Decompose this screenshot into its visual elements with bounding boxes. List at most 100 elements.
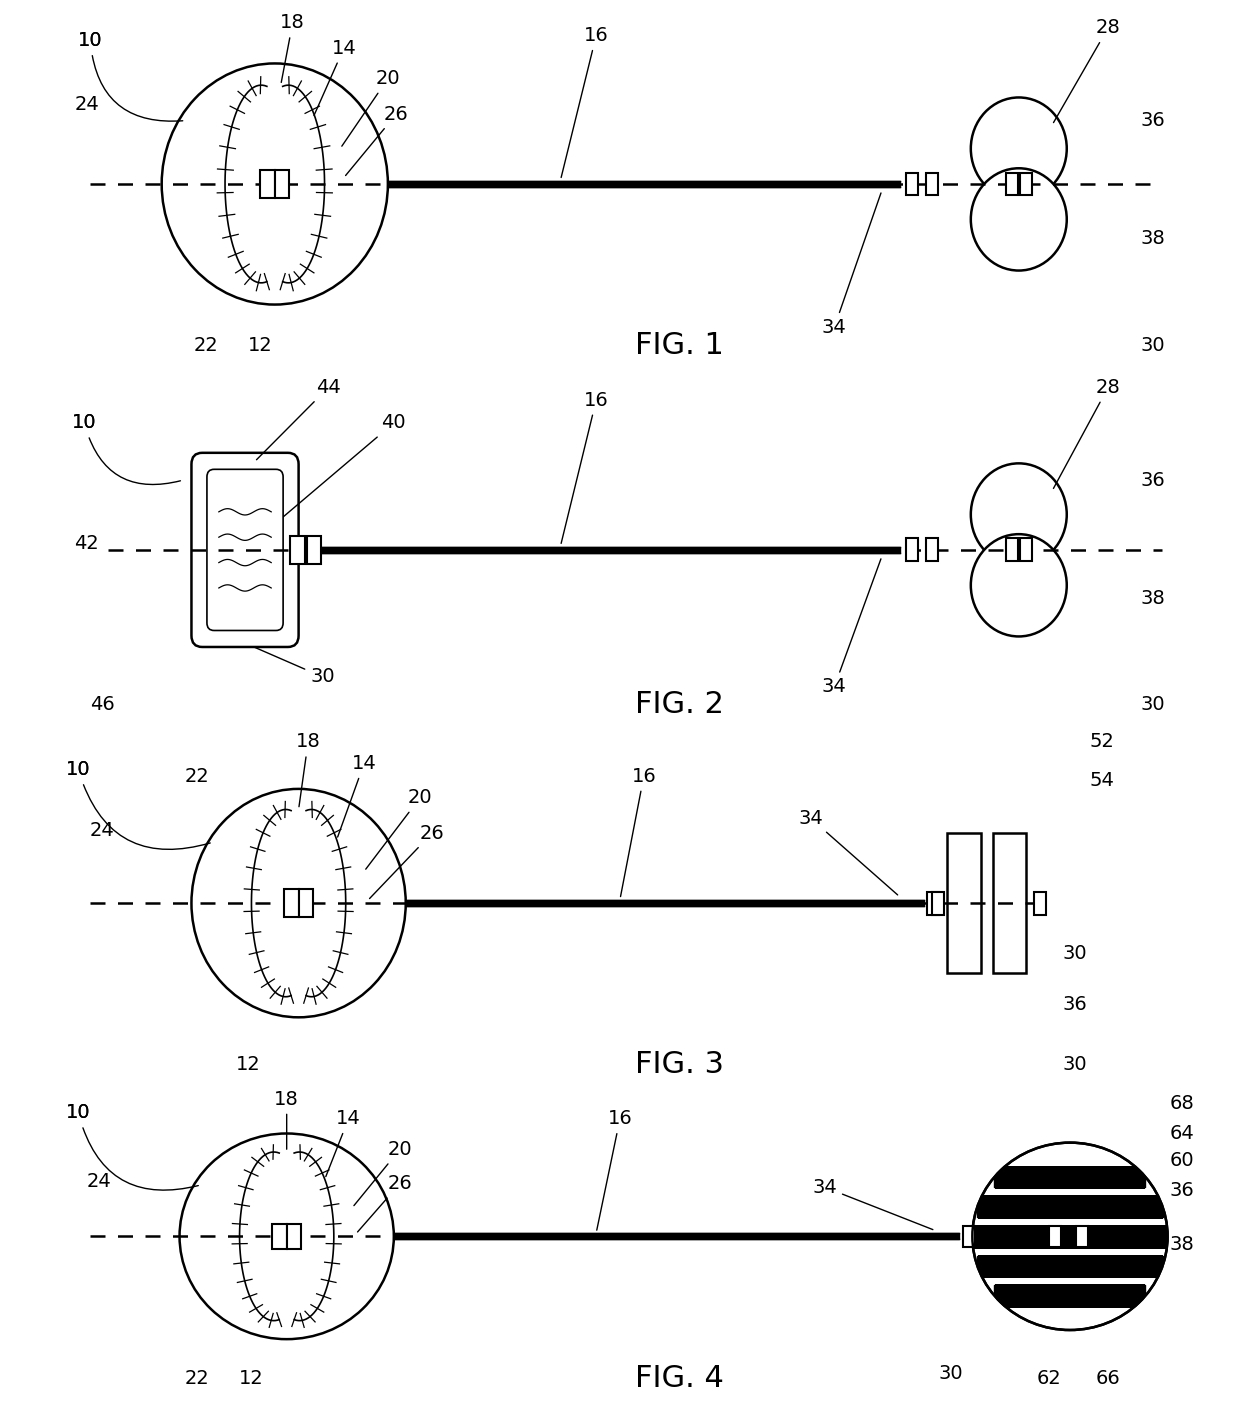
Bar (260, 171, 275, 197)
Circle shape (971, 464, 1066, 565)
Text: 42: 42 (74, 534, 99, 553)
Text: 10: 10 (72, 413, 181, 485)
Text: 14: 14 (337, 754, 377, 838)
Text: 36: 36 (1169, 1182, 1194, 1200)
Bar (926, 172, 937, 196)
Bar (1034, 891, 1047, 915)
Bar (1006, 172, 1018, 196)
Text: 30: 30 (253, 647, 335, 687)
Text: 10: 10 (66, 760, 91, 780)
Text: 34: 34 (799, 808, 898, 895)
Text: 10: 10 (66, 760, 211, 849)
Text: 18: 18 (280, 13, 305, 82)
Text: 20: 20 (353, 1141, 412, 1206)
Text: 10: 10 (72, 413, 97, 433)
Text: 12: 12 (237, 1055, 260, 1074)
Bar (1021, 172, 1032, 196)
Text: 60: 60 (1169, 1152, 1194, 1170)
Bar (308, 536, 321, 564)
Bar (275, 171, 289, 197)
Bar (992, 833, 1025, 973)
Circle shape (180, 1134, 394, 1340)
Bar (273, 1224, 286, 1249)
Bar (947, 833, 981, 973)
Bar (299, 890, 312, 917)
Text: 44: 44 (257, 378, 341, 460)
Text: 30: 30 (1063, 945, 1087, 963)
Text: 52: 52 (1090, 732, 1115, 752)
Text: 10: 10 (66, 1104, 198, 1190)
Text: 64: 64 (1169, 1124, 1194, 1144)
Text: 22: 22 (185, 767, 210, 785)
Text: 34: 34 (812, 1177, 932, 1230)
Text: 14: 14 (314, 38, 356, 116)
Text: 30: 30 (1141, 336, 1166, 355)
Bar (1021, 539, 1032, 561)
Text: 14: 14 (326, 1110, 361, 1176)
Text: 16: 16 (562, 391, 609, 543)
Bar (284, 890, 299, 917)
Text: FIG. 2: FIG. 2 (635, 691, 724, 719)
Text: FIG. 4: FIG. 4 (635, 1363, 724, 1393)
Text: 30: 30 (939, 1363, 963, 1383)
Circle shape (161, 63, 388, 305)
Circle shape (191, 788, 405, 1018)
Text: 20: 20 (342, 69, 401, 147)
Circle shape (971, 97, 1066, 200)
Text: 28: 28 (1054, 18, 1121, 123)
Bar (1006, 539, 1018, 561)
Text: 12: 12 (238, 1369, 263, 1387)
Text: 24: 24 (87, 1172, 110, 1191)
Text: 30: 30 (1063, 1055, 1087, 1074)
FancyBboxPatch shape (191, 453, 299, 647)
Bar (905, 172, 918, 196)
Text: 38: 38 (1141, 228, 1166, 248)
Text: FIG. 3: FIG. 3 (635, 1050, 724, 1079)
Text: 18: 18 (296, 732, 320, 807)
Text: 68: 68 (1169, 1094, 1194, 1114)
Text: 54: 54 (1090, 770, 1115, 790)
Text: 38: 38 (1169, 1235, 1194, 1253)
Bar (286, 1224, 301, 1249)
Text: 10: 10 (66, 1104, 91, 1122)
Text: 16: 16 (562, 25, 609, 178)
Text: 30: 30 (1141, 695, 1166, 715)
Text: 16: 16 (596, 1110, 632, 1230)
Text: 28: 28 (1054, 378, 1121, 488)
Text: 40: 40 (273, 413, 407, 526)
Bar (926, 539, 937, 561)
Text: 36: 36 (1063, 995, 1087, 1014)
Text: 36: 36 (1141, 471, 1166, 489)
Text: 16: 16 (620, 767, 656, 897)
Text: 62: 62 (1037, 1369, 1061, 1387)
Bar (1076, 1227, 1087, 1246)
Text: 66: 66 (1096, 1369, 1121, 1387)
Text: 10: 10 (78, 31, 182, 121)
Text: 24: 24 (74, 94, 99, 114)
Text: 36: 36 (1141, 111, 1166, 130)
Text: 22: 22 (185, 1369, 210, 1387)
Bar (1049, 1227, 1061, 1246)
Bar (905, 539, 918, 561)
Text: 26: 26 (357, 1175, 412, 1232)
Text: 34: 34 (822, 558, 880, 697)
Text: 34: 34 (822, 193, 880, 337)
FancyBboxPatch shape (207, 470, 283, 630)
Bar (290, 536, 305, 564)
Text: 26: 26 (346, 104, 408, 175)
Text: 12: 12 (248, 336, 273, 355)
Bar (928, 891, 939, 915)
Text: FIG. 1: FIG. 1 (635, 331, 724, 360)
Bar (962, 1227, 975, 1246)
Circle shape (972, 1142, 1168, 1330)
Text: 46: 46 (89, 695, 114, 715)
Text: 24: 24 (89, 821, 114, 840)
Text: 26: 26 (370, 823, 444, 898)
Circle shape (971, 534, 1066, 636)
Text: 18: 18 (274, 1090, 299, 1149)
Text: 22: 22 (193, 336, 218, 355)
Text: 20: 20 (366, 788, 433, 869)
Bar (932, 891, 944, 915)
Text: 10: 10 (78, 31, 103, 51)
Circle shape (971, 168, 1066, 271)
